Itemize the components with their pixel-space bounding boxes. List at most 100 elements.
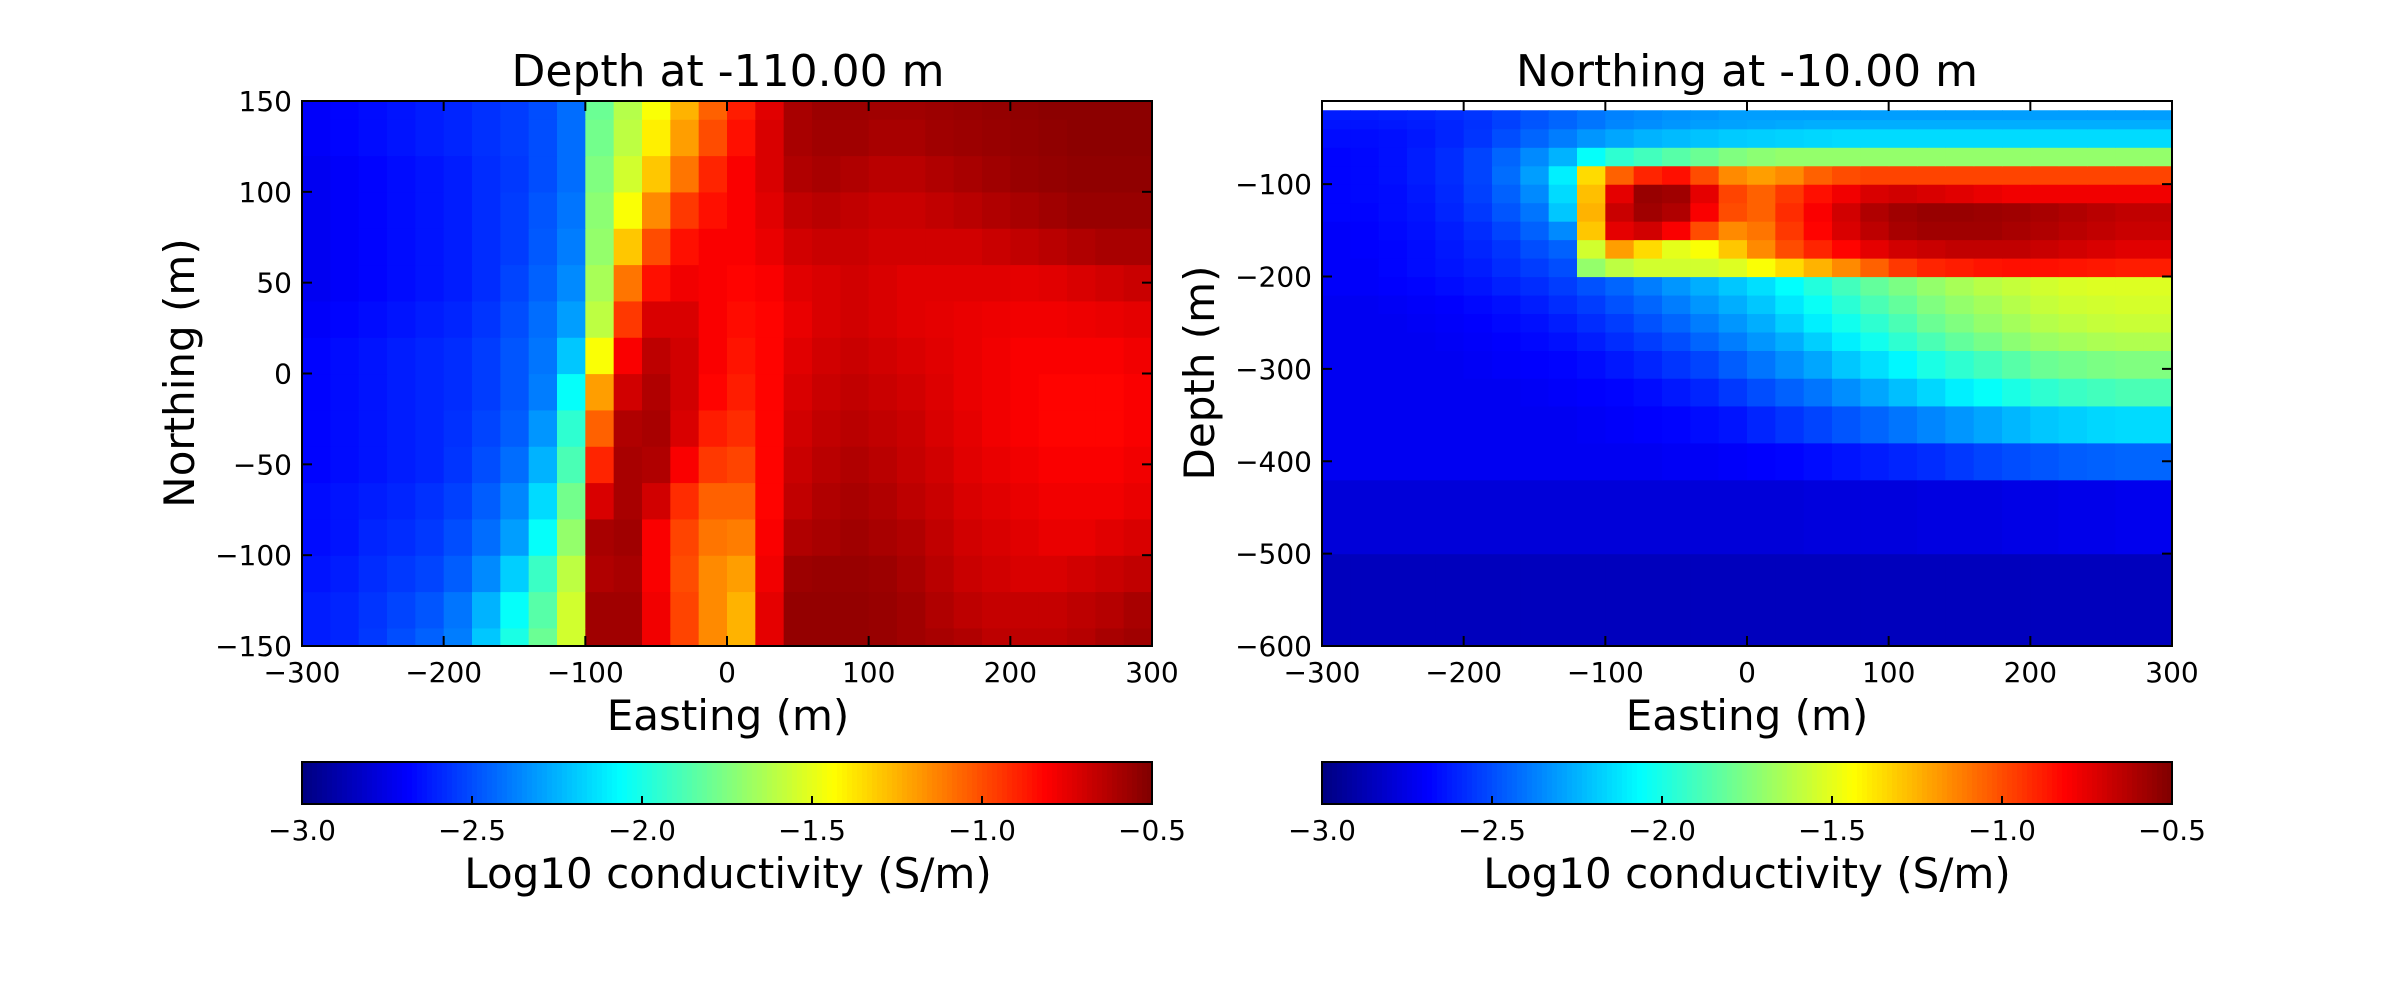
heatmap-cell bbox=[2087, 184, 2116, 204]
colorbar-segment bbox=[327, 762, 333, 804]
heatmap-cell bbox=[1492, 350, 1521, 379]
heatmap-cell bbox=[2087, 331, 2116, 351]
heatmap-cell bbox=[1860, 442, 1890, 481]
heatmap-cell bbox=[1775, 313, 1805, 333]
colorbar-segment bbox=[1832, 762, 1838, 804]
heatmap-cell bbox=[2087, 276, 2116, 296]
heatmap-cell bbox=[1378, 110, 1408, 121]
heatmap-cell bbox=[1378, 258, 1408, 278]
heatmap-cell bbox=[1803, 331, 1833, 351]
colorbar-segment bbox=[2162, 762, 2168, 804]
heatmap-cell bbox=[1577, 221, 1606, 241]
colorbar-segment bbox=[1867, 762, 1873, 804]
heatmap-cell bbox=[1548, 119, 1578, 130]
heatmap-cell bbox=[1690, 258, 1720, 278]
heatmap-cell bbox=[1775, 258, 1805, 278]
heatmap-cell bbox=[1747, 276, 1776, 296]
heatmap-cell bbox=[330, 228, 360, 266]
heatmap-cell bbox=[2030, 221, 2060, 241]
heatmap-cell bbox=[1803, 239, 1833, 259]
heatmap-cell bbox=[2115, 276, 2145, 296]
colorbar-segment bbox=[1962, 762, 1968, 804]
y-axis-label: Northing (m) bbox=[155, 238, 204, 507]
heatmap-cell bbox=[1548, 258, 1578, 278]
heatmap-cell bbox=[1775, 331, 1805, 351]
heatmap-cell bbox=[2058, 405, 2088, 444]
heatmap-cell bbox=[1322, 479, 1351, 555]
heatmap-cell bbox=[302, 119, 331, 157]
heatmap-cell bbox=[500, 228, 530, 266]
heatmap-cell bbox=[1633, 258, 1663, 278]
heatmap-cell bbox=[982, 591, 1011, 629]
heatmap-cell bbox=[1718, 128, 1748, 148]
heatmap-cell bbox=[1038, 482, 1068, 520]
heatmap-cell bbox=[783, 555, 813, 593]
heatmap-cell bbox=[1577, 128, 1606, 148]
heatmap-cell bbox=[953, 300, 983, 338]
x-tick-label: 300 bbox=[1125, 656, 1178, 689]
heatmap-cell bbox=[1945, 119, 1975, 130]
heatmap-cell bbox=[1860, 479, 1890, 555]
colorbar-segment bbox=[2147, 762, 2153, 804]
colorbar-segment bbox=[1427, 762, 1433, 804]
colorbar-segment bbox=[1512, 762, 1518, 804]
colorbar-segment bbox=[1392, 762, 1398, 804]
heatmap-cell bbox=[1492, 331, 1521, 351]
heatmap-cell bbox=[1520, 378, 1550, 407]
colorbar-segment bbox=[1757, 762, 1763, 804]
heatmap-cell bbox=[1633, 119, 1663, 130]
heatmap-cell bbox=[1378, 405, 1408, 444]
heatmap-cell bbox=[1378, 147, 1408, 167]
heatmap-cell bbox=[472, 300, 501, 338]
heatmap-cell bbox=[1775, 294, 1805, 315]
heatmap-cell bbox=[358, 119, 388, 157]
heatmap-cell bbox=[1605, 147, 1635, 167]
x-tick-label: 100 bbox=[1862, 656, 1915, 689]
heatmap-cell bbox=[1010, 337, 1040, 375]
colorbar-segment bbox=[1917, 762, 1923, 804]
colorbar-tick-label: −3.0 bbox=[268, 814, 336, 847]
heatmap-cell bbox=[698, 591, 728, 629]
heatmap-cell bbox=[1577, 331, 1606, 351]
heatmap-cell bbox=[387, 518, 416, 556]
heatmap-cell bbox=[1832, 202, 1861, 222]
heatmap-cell bbox=[1662, 405, 1691, 444]
heatmap-cell bbox=[302, 228, 331, 266]
heatmap-cell bbox=[443, 591, 473, 629]
heatmap-cell bbox=[670, 373, 700, 411]
heatmap-cell bbox=[1973, 258, 2003, 278]
heatmap-cell bbox=[783, 373, 813, 411]
colorbar-segment bbox=[1397, 762, 1403, 804]
heatmap-cell bbox=[1322, 258, 1351, 278]
heatmap-cell bbox=[783, 591, 813, 629]
heatmap-cell bbox=[613, 409, 643, 447]
colorbar-segment bbox=[2122, 762, 2128, 804]
heatmap-cell bbox=[1463, 110, 1493, 121]
heatmap-cell bbox=[840, 482, 870, 520]
heatmap-cell bbox=[1123, 373, 1153, 411]
colorbar-segment bbox=[302, 762, 308, 804]
heatmap-cell bbox=[1010, 409, 1040, 447]
colorbar-segment bbox=[1337, 762, 1343, 804]
heatmap-cell bbox=[330, 191, 360, 229]
colorbar-segment bbox=[1147, 762, 1153, 804]
heatmap-cell bbox=[1888, 313, 1918, 333]
colorbar-segment bbox=[507, 762, 513, 804]
heatmap-cell bbox=[1605, 350, 1635, 379]
colorbar-segment bbox=[1327, 762, 1333, 804]
heatmap-cell bbox=[812, 446, 841, 484]
heatmap-cell bbox=[1463, 202, 1493, 222]
heatmap-cell bbox=[1520, 553, 1550, 647]
heatmap-cell bbox=[1407, 202, 1436, 222]
heatmap-cell bbox=[783, 264, 813, 302]
heatmap-cell bbox=[783, 191, 813, 229]
heatmap-cell bbox=[2143, 147, 2173, 167]
heatmap-cell bbox=[1718, 258, 1748, 278]
heatmap-cell bbox=[1803, 165, 1833, 185]
heatmap-cell bbox=[1803, 442, 1833, 481]
colorbar-segment bbox=[1657, 762, 1663, 804]
colorbar-segment bbox=[862, 762, 868, 804]
heatmap-cell bbox=[1038, 228, 1068, 266]
heatmap-cell bbox=[727, 119, 756, 157]
heatmap-cell bbox=[443, 409, 473, 447]
